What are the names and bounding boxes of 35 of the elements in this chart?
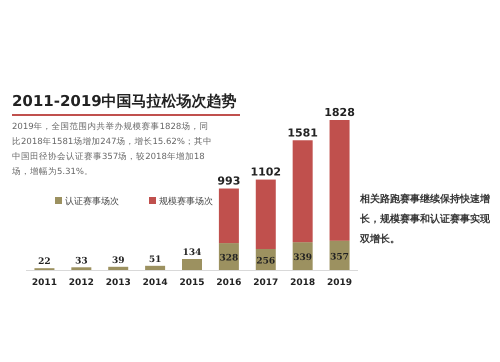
total-label: 33 [75,256,88,266]
bar [145,266,166,270]
total-label: 1581 [287,126,318,140]
x-tick-label: 2016 [216,278,242,288]
x-tick-label: 2012 [68,278,94,288]
x-tick-label: 2019 [327,278,352,288]
bar [330,120,350,241]
legend-label: 规模赛事场次 [158,196,213,208]
x-tick-label: 2014 [142,278,168,288]
bar [218,188,239,244]
total-label: 1828 [324,106,355,119]
text: 2019年，全国范围内共举办规模赛事1828场，同比2018年1581场增加247场，增长15.62%；其中中国田径协会认证赛事357场，较2018年增加18场，增幅为5.31%。 [12,120,213,179]
data-label: 357 [330,252,349,262]
data-label: 256 [256,256,276,266]
total-label: 134 [182,248,202,258]
legend-label: 认证赛事场次 [64,196,119,208]
x-tick-label: 2011 [32,278,57,288]
bar [108,266,128,270]
x-tick-label: 2017 [253,278,278,288]
bar [182,259,202,270]
text: 相关路跑赛事继续保持快速增长，规模赛事和认证赛事实现双增长。 [360,192,490,247]
total-label: 39 [112,256,124,266]
bar [292,140,313,242]
total-label: 22 [38,257,51,268]
x-tick-label: 2013 [106,278,131,288]
total-label: 1102 [250,166,282,179]
data-label: 328 [219,254,238,264]
total-label: 51 [148,254,162,265]
chart-title: 2011-2019中国马拉松场次趋势 [12,92,240,116]
bar [256,180,276,249]
bar [71,267,92,270]
x-tick-label: 2015 [179,278,205,288]
total-label: 993 [217,174,240,188]
x-tick-label: 2018 [290,278,316,288]
data-label: 339 [293,253,312,264]
